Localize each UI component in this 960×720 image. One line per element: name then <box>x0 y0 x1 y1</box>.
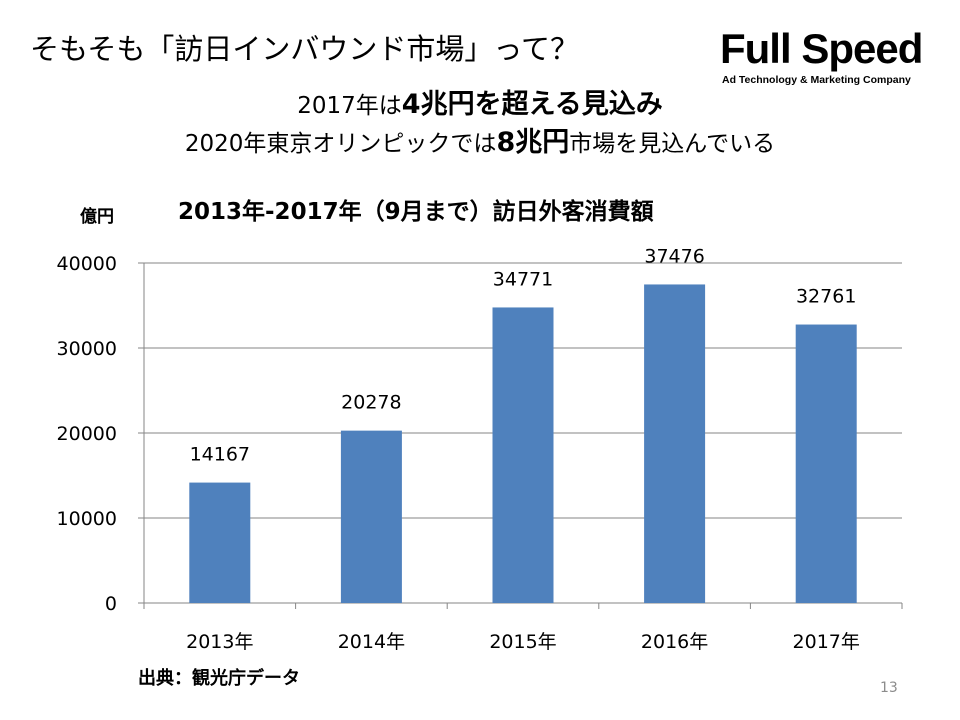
headline-forecast-2020-emphasis: 8兆円 <box>496 127 570 158</box>
bar-2013年 <box>189 482 251 603</box>
headline-forecast-2017: 2017年は4兆円を超える見込み <box>0 82 960 121</box>
bar-2015年 <box>492 307 554 603</box>
bar-2014年 <box>340 430 402 603</box>
data-label: 37476 <box>644 245 704 267</box>
headline-forecast-2020: 2020年東京オリンピックでは8兆円市場を見込んでいる <box>0 120 960 159</box>
logo-wordmark: Full Speed <box>720 25 923 72</box>
y-tick-label: 20000 <box>57 423 117 445</box>
headline-forecast-2020-prefix: 2020年東京オリンピックでは <box>184 131 497 157</box>
y-axis-label: 億円 <box>80 207 114 227</box>
company-logo: Full Speed Ad Technology & Marketing Com… <box>720 25 935 87</box>
x-tick-label: 2015年 <box>489 631 556 653</box>
bar-2017年 <box>795 324 857 603</box>
headline-forecast-2017-emphasis: 4兆円を超える見込み <box>401 89 663 120</box>
source-citation: 出典：観光庁データ <box>138 668 300 689</box>
bar-2016年 <box>644 284 706 603</box>
logo-tagline: Ad Technology & Marketing Company <box>722 74 911 86</box>
data-label: 14167 <box>190 444 250 466</box>
slide-title: そもそも「訪日インバウンド市場」って？ <box>30 32 579 66</box>
data-label: 32761 <box>796 286 856 308</box>
page-number: 13 <box>880 680 898 696</box>
y-tick-label: 0 <box>105 593 117 615</box>
data-label: 20278 <box>341 392 401 414</box>
headline-forecast-2017-prefix: 2017年は <box>297 93 402 119</box>
x-tick-label: 2014年 <box>338 631 405 653</box>
headline-forecast-2020-suffix: 市場を見込んでいる <box>569 131 776 157</box>
y-tick-label: 30000 <box>57 338 117 360</box>
data-label: 34771 <box>493 268 553 290</box>
y-tick-label: 40000 <box>57 253 117 275</box>
x-tick-label: 2016年 <box>641 631 708 653</box>
y-tick-label: 10000 <box>57 508 117 530</box>
x-tick-label: 2013年 <box>186 631 253 653</box>
x-tick-label: 2017年 <box>793 631 860 653</box>
chart-title: 2013年-2017年（9月まで）訪日外客消費額 <box>178 199 654 225</box>
